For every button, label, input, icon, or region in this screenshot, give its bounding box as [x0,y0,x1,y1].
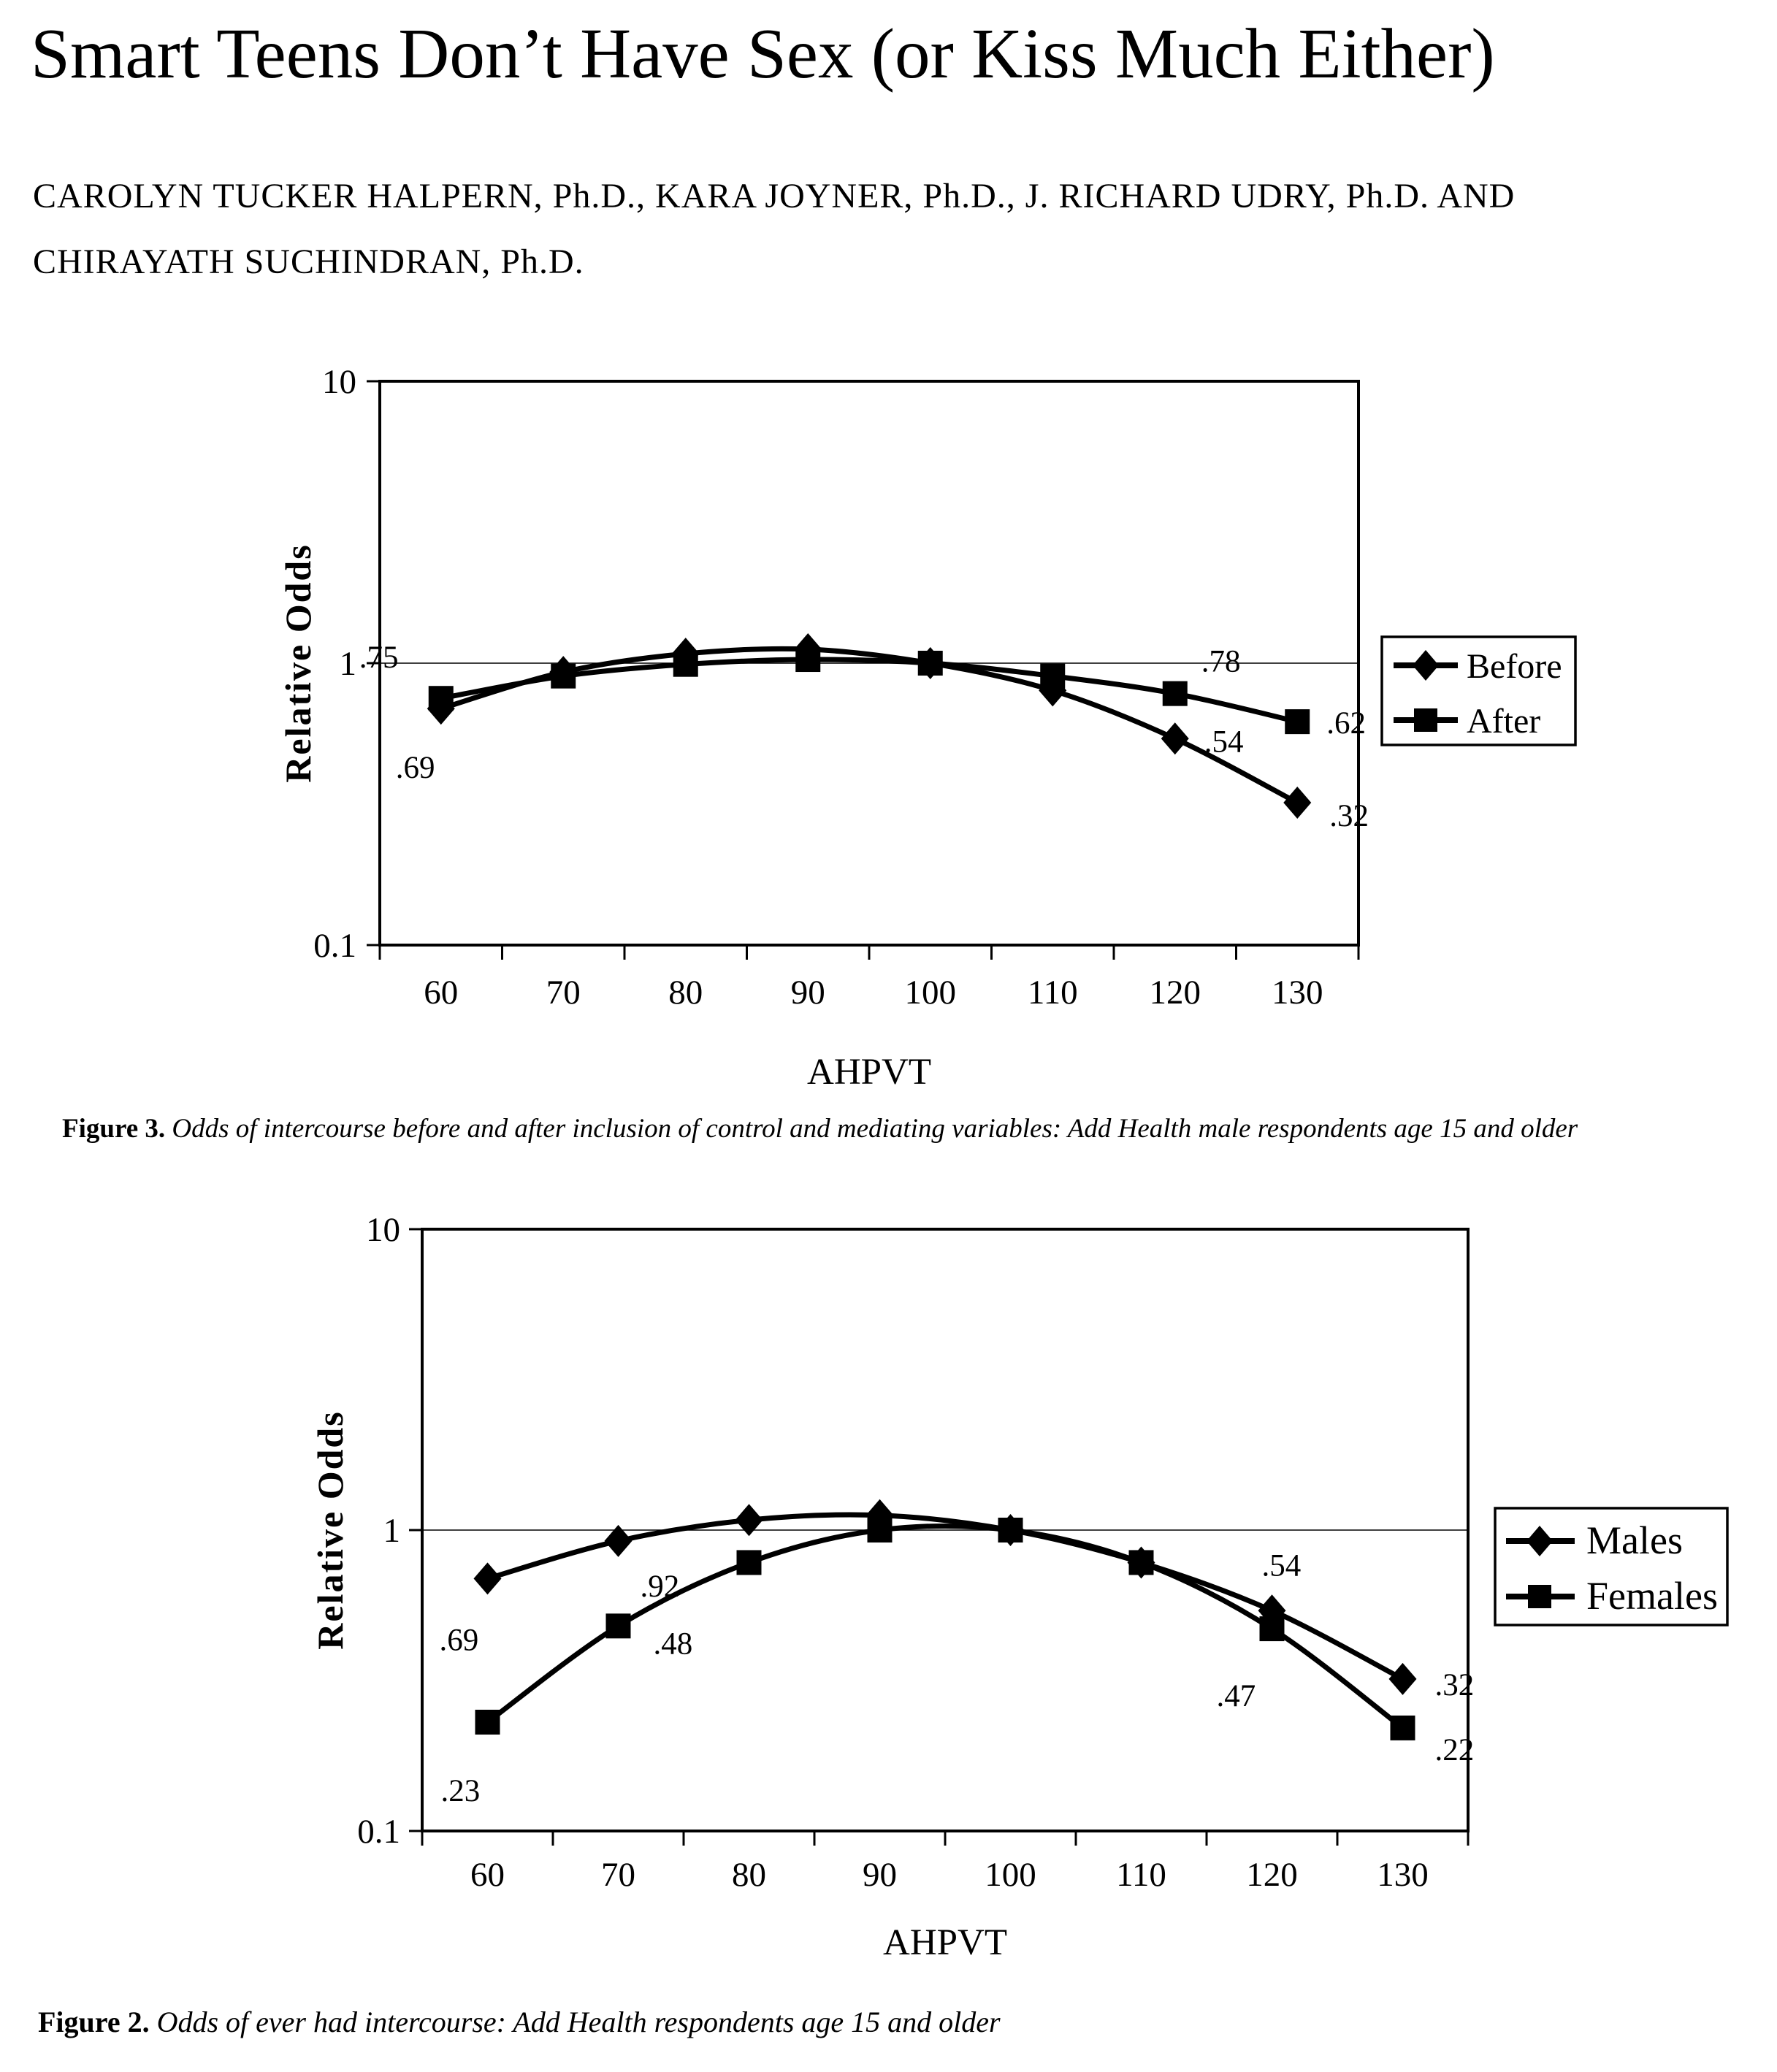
diamond-marker-males [1388,1662,1417,1695]
x-tick-label: 100 [905,974,957,1012]
square-marker-after [1162,681,1188,706]
x-tick-label: 110 [1116,1856,1166,1894]
x-axis-title: AHPVT [883,1922,1007,1963]
diamond-marker-before [1283,787,1312,819]
x-tick-label: 100 [985,1856,1036,1894]
y-tick-label: 0.1 [357,1813,400,1851]
data-point-label: .22 [1435,1733,1475,1767]
square-marker-after [551,663,576,689]
x-tick-label: 90 [863,1856,897,1894]
authors-line-2: CHIRAYATH SUCHINDRAN, Ph.D. [33,242,584,281]
square-marker-females [1259,1616,1285,1642]
data-point-label: .48 [654,1626,693,1661]
diamond-marker-males [604,1524,633,1557]
data-point-label: .23 [441,1774,481,1808]
legend-square-marker [1528,1585,1551,1608]
page-title: Smart Teens Don’t Have Sex (or Kiss Much… [31,15,1495,93]
y-tick-label: 1 [383,1512,401,1550]
data-point-label: .47 [1217,1679,1256,1713]
x-tick-label: 60 [470,1856,505,1894]
data-point-label: .32 [1435,1668,1475,1702]
legend-square-marker [1414,708,1437,732]
y-tick-label: 10 [366,1211,400,1249]
square-marker-after [428,686,454,711]
y-tick-label: 10 [322,363,356,401]
figure2-caption: Figure 2. Odds of ever had intercourse: … [38,2005,1001,2039]
square-marker-females [867,1518,893,1542]
x-tick-label: 80 [732,1856,766,1894]
legend-diamond-marker [1526,1526,1553,1556]
data-point-label: .54 [1204,725,1244,759]
data-point-label: .92 [641,1570,680,1604]
figure3-caption-text: Odds of intercourse before and after inc… [172,1114,1578,1144]
x-tick-label: 120 [1150,974,1201,1012]
x-tick-label: 130 [1272,974,1323,1012]
square-marker-after [795,647,821,673]
data-point-label: .75 [359,641,399,675]
legend-label-before: Before [1467,647,1562,686]
data-point-label: .69 [396,751,435,785]
data-point-label: .32 [1329,799,1369,833]
diamond-marker-before [1161,722,1189,755]
square-marker-after [917,651,943,676]
figure3-line-chart: 10 1 0.1 60 70 80 90 100 110 120 130 AHPVT .69 .54 .32… [313,363,1577,1093]
x-tick-label: 80 [668,974,703,1012]
square-marker-after [1040,663,1066,689]
data-point-label: .54 [1262,1548,1302,1583]
legend-diamond-marker [1413,650,1439,681]
figure2-line-chart: 10 1 0.1 60 70 80 90 100 110 120 130 AHPVT .69 .92 .54… [357,1211,1729,1963]
x-tick-label: 70 [546,974,581,1012]
x-tick-label: 60 [424,974,458,1012]
square-marker-females [605,1613,631,1639]
authors-line-1: CAROLYN TUCKER HALPERN, Ph.D., KARA JOYN… [33,177,1516,215]
x-tick-label: 90 [791,974,825,1012]
x-axis-title: AHPVT [807,1052,931,1093]
square-marker-females [1128,1550,1154,1575]
data-point-label: .78 [1201,645,1241,679]
authors: CAROLYN TUCKER HALPERN, Ph.D., KARA JOYN… [33,164,1742,295]
square-marker-after [673,651,698,677]
square-marker-after [1285,709,1310,735]
square-marker-females [1390,1715,1415,1740]
y-tick-label: 0.1 [313,927,356,965]
legend-label-males: Males [1586,1518,1683,1562]
data-point-label: .69 [440,1623,479,1657]
diamond-marker-males [473,1562,502,1595]
figure3-caption: Figure 3. Odds of intercourse before and… [62,1113,1578,1144]
x-tick-label: 70 [601,1856,635,1894]
figure3-caption-label: Figure 3. [62,1114,166,1144]
legend-label-females: Females [1586,1574,1718,1618]
x-tick-label: 120 [1246,1856,1298,1894]
x-tick-label: 130 [1377,1856,1429,1894]
square-marker-females [998,1518,1023,1542]
x-tick-label: 110 [1028,974,1078,1012]
data-point-label: .62 [1326,706,1366,741]
legend-label-after: After [1467,702,1540,741]
figure2-caption-text: Odds of ever had intercourse: Add Health… [156,2006,1001,2038]
y-tick-label: 1 [340,645,357,683]
figure2-caption-label: Figure 2. [38,2006,150,2038]
square-marker-females [475,1709,500,1735]
square-marker-females [736,1550,762,1575]
diamond-marker-males [735,1504,763,1537]
